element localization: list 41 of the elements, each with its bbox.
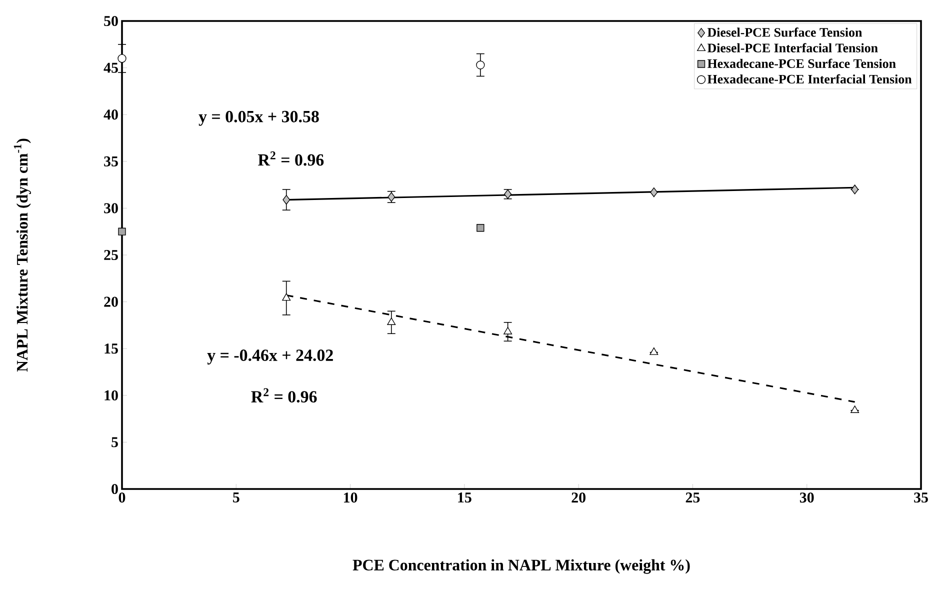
y-tick-label: 10	[104, 390, 118, 400]
annotation: y = -0.46x + 24.02	[207, 350, 333, 364]
y-tick-label: 45	[104, 62, 118, 73]
x-tick-label: 30	[800, 492, 814, 503]
point	[650, 187, 658, 198]
x-tick-label: 10	[344, 492, 358, 503]
y-tick-label: 0	[112, 484, 118, 494]
annotation: y = 0.05x + 30.58	[198, 110, 319, 126]
y-tick-label: 5	[112, 437, 118, 448]
x-tick-label: 5	[233, 492, 240, 502]
legend-label: Hexadecane-PCE Surface Tension	[707, 58, 896, 68]
annotation: R$^{2}$ = 0.96	[251, 388, 317, 403]
y-tick-label: 15	[104, 344, 118, 354]
x-tick-label: 25	[686, 492, 700, 503]
point	[476, 224, 484, 232]
point	[282, 194, 290, 205]
legend-label: Diesel-PCE Interfacial Tension	[707, 43, 878, 52]
point	[851, 184, 859, 194]
y-tick-label: 40	[104, 110, 118, 120]
point	[850, 406, 860, 413]
point	[476, 60, 485, 70]
x-tick-label: 20	[572, 492, 586, 503]
y-axis-title: NAPL Mixture Tension (dyn cm$^{-1}$)	[14, 138, 31, 372]
legend-label: Hexadecane-PCE Interfacial Tension	[707, 74, 912, 84]
point	[504, 326, 512, 334]
point	[282, 293, 291, 301]
y-tick-label: 35	[104, 156, 118, 166]
x-tick-label: 0	[118, 492, 126, 503]
x-tick-label: 15	[458, 492, 472, 503]
point	[118, 54, 126, 63]
y-tick-label: 25	[104, 250, 118, 260]
y-tick-label: 50	[104, 16, 118, 26]
y-tick-label: 20	[104, 296, 118, 307]
x-tick-label: 35	[914, 492, 928, 503]
point	[387, 318, 396, 325]
point	[118, 228, 126, 236]
legend-label: Diesel-PCE Surface Tension	[707, 28, 862, 37]
y-tick-label: 30	[104, 203, 118, 214]
x-axis-title: PCE Concentration in NAPL Mixture (weight %)	[352, 559, 690, 574]
point	[650, 348, 658, 355]
annotation: R$^{2}$ = 0.96	[258, 151, 324, 166]
